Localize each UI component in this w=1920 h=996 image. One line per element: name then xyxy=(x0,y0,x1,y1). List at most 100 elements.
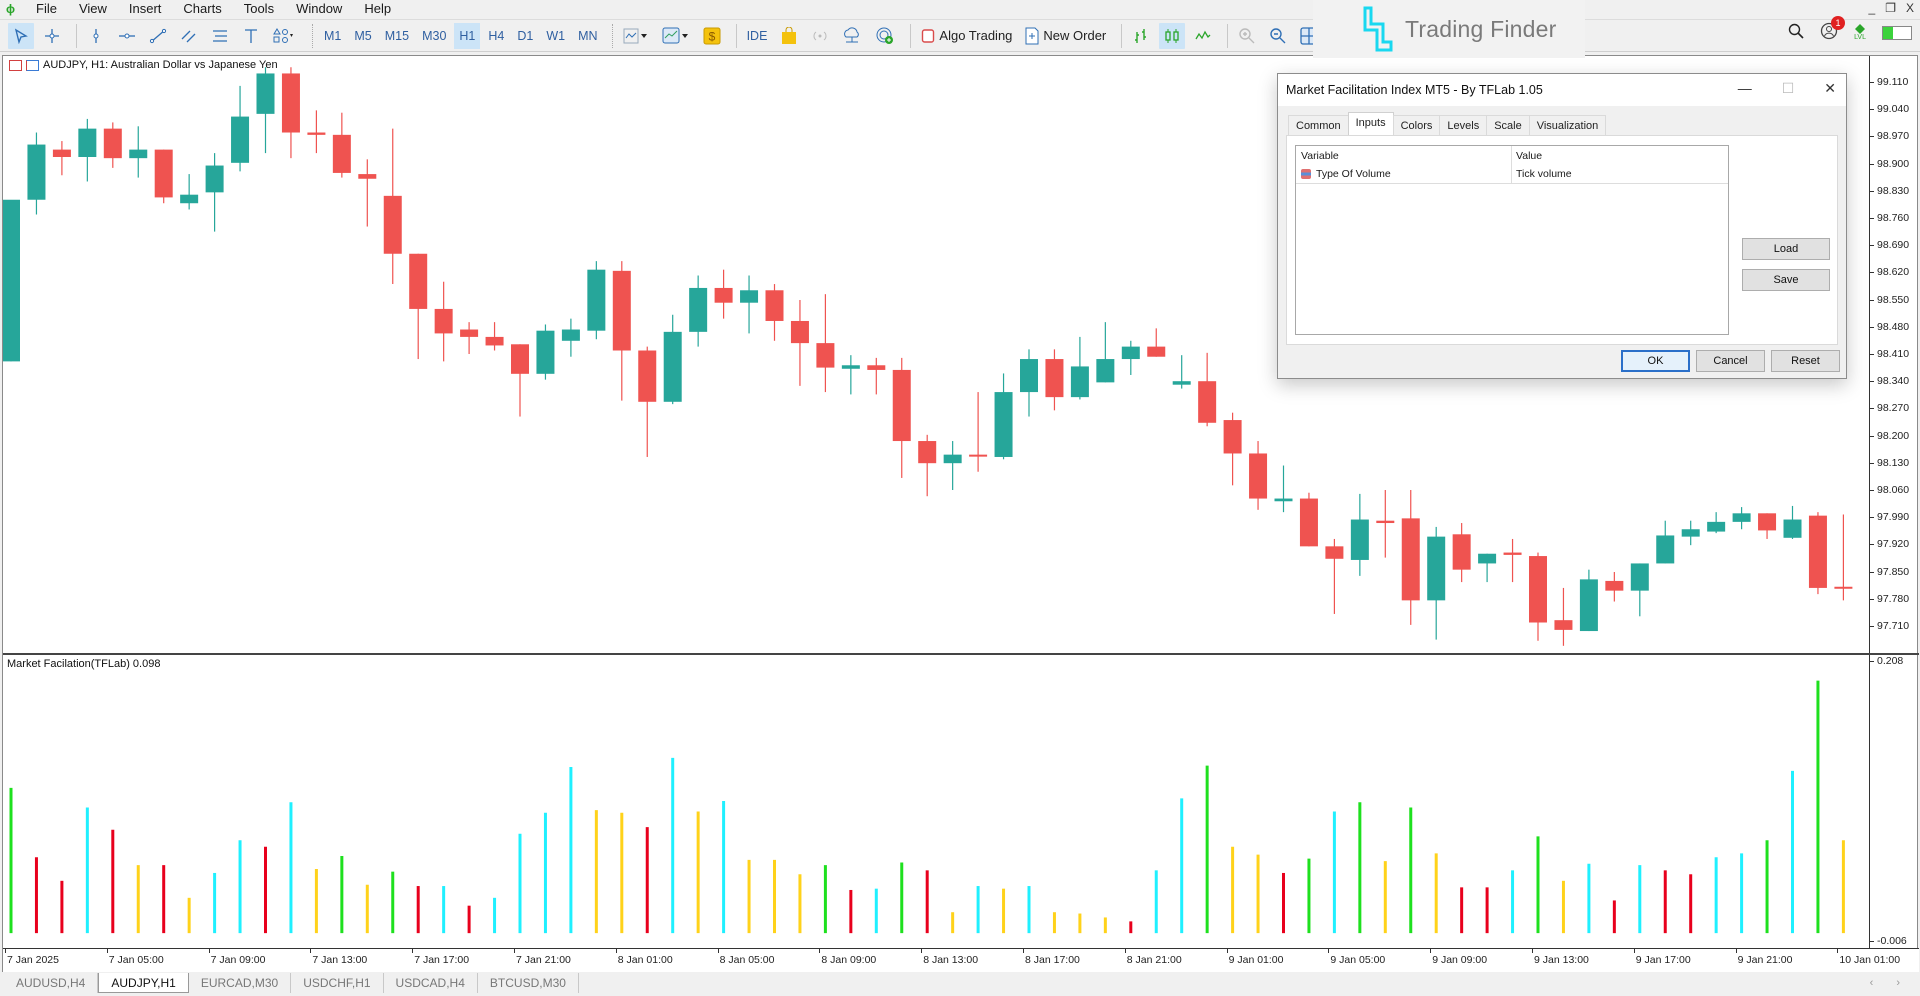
restore-button[interactable]: ❐ xyxy=(1885,1,1896,15)
tab-levels[interactable]: Levels xyxy=(1439,115,1488,136)
tab-visualization[interactable]: Visualization xyxy=(1528,115,1607,136)
chart-tab-usdchf[interactable]: USDCHF,H1 xyxy=(291,973,384,993)
chart-tab-eurcad[interactable]: EURCAD,M30 xyxy=(189,973,292,993)
price-tick-label: 98.970 xyxy=(1870,130,1909,142)
trendline-button[interactable] xyxy=(145,23,171,49)
ide-button[interactable]: IDE xyxy=(743,23,772,49)
algo-trading-button[interactable]: Algo Trading xyxy=(917,23,1016,49)
menu-window[interactable]: Window xyxy=(296,1,343,16)
algo-stop-icon xyxy=(922,28,935,43)
zoom-in-button[interactable] xyxy=(1234,23,1260,49)
text-icon xyxy=(245,28,257,43)
param-value[interactable]: Tick volume xyxy=(1516,168,1572,180)
text-tool-button[interactable] xyxy=(238,23,264,49)
price-tick-label: 98.130 xyxy=(1870,457,1909,469)
bullish-candle xyxy=(1656,535,1675,564)
cancel-button[interactable]: Cancel xyxy=(1696,350,1765,372)
time-tick-label: 8 Jan 13:00 xyxy=(921,949,978,966)
bullish-candle xyxy=(561,329,580,341)
horizontal-line-button[interactable] xyxy=(114,23,140,49)
zoom-out-button[interactable] xyxy=(1265,23,1291,49)
price-tick-label: 98.060 xyxy=(1870,484,1909,496)
reset-button[interactable]: Reset xyxy=(1771,350,1840,372)
bearish-candle xyxy=(1299,498,1318,547)
bearish-candle xyxy=(1045,359,1064,398)
ok-button[interactable]: OK xyxy=(1621,350,1690,372)
menu-file[interactable]: File xyxy=(36,1,57,16)
market-button[interactable]: $ xyxy=(699,23,725,49)
fibonacci-button[interactable] xyxy=(207,23,233,49)
dialog-titlebar[interactable]: Market Facilitation Index MT5 - By TFLab… xyxy=(1278,74,1846,106)
table-row[interactable]: Type Of Volume Tick volume xyxy=(1296,165,1728,184)
pane-separator[interactable] xyxy=(3,653,1919,655)
timeframe-m1[interactable]: M1 xyxy=(324,28,342,43)
dialog-close-button[interactable]: ✕ xyxy=(1824,80,1836,96)
price-axis[interactable]: 99.110 99.040 98.970 98.900 98.830 98.760 98.6… xyxy=(1869,56,1919,653)
chart-tab-audjpy[interactable]: AUDJPY,H1 xyxy=(98,973,189,993)
signals-button[interactable] xyxy=(807,23,833,49)
timeframe-m5[interactable]: M5 xyxy=(354,28,372,43)
menu-tools[interactable]: Tools xyxy=(243,1,275,16)
tab-scroll-arrows[interactable]: ‹ › xyxy=(1869,977,1910,989)
search-button[interactable] xyxy=(1788,23,1804,42)
chart-tab-usdcad[interactable]: USDCAD,H4 xyxy=(384,973,478,993)
bearish-candle xyxy=(1325,546,1344,559)
channel-button[interactable] xyxy=(176,23,202,49)
timeframe-w1[interactable]: W1 xyxy=(546,28,566,43)
bearish-candle xyxy=(307,132,326,135)
bar-chart-button[interactable] xyxy=(1128,23,1154,49)
timeframe-m15[interactable]: M15 xyxy=(384,28,410,43)
indicator-axis[interactable]: 0.208 -0.006 xyxy=(1869,655,1919,948)
bearish-candle xyxy=(485,336,504,346)
level-progress-toggle[interactable] xyxy=(1882,25,1912,40)
vps-button[interactable] xyxy=(838,23,866,49)
vertical-line-button[interactable] xyxy=(83,23,109,49)
timeframe-h1[interactable]: H1 xyxy=(454,22,481,49)
bullish-candle xyxy=(1020,359,1038,393)
time-tick-label: 10 Jan 01:00 xyxy=(1837,949,1900,966)
tab-colors[interactable]: Colors xyxy=(1392,115,1441,136)
tab-scale[interactable]: Scale xyxy=(1486,115,1530,136)
candlestick-chart-button[interactable] xyxy=(1159,22,1186,49)
line-chart-button[interactable] xyxy=(1190,23,1216,49)
lvl-button[interactable]: LVL xyxy=(1854,23,1866,42)
store-button[interactable] xyxy=(776,23,802,49)
timeframe-h4[interactable]: H4 xyxy=(488,28,505,43)
cursor-tool-button[interactable] xyxy=(8,22,34,49)
close-button[interactable]: X xyxy=(1905,1,1914,15)
dialog-maximize-button[interactable]: ☐ xyxy=(1781,80,1795,96)
minimize-button[interactable]: _ xyxy=(1868,1,1876,15)
bearish-candle xyxy=(1834,586,1853,589)
bearish-candle xyxy=(383,195,402,254)
save-button[interactable]: Save xyxy=(1742,269,1830,291)
load-button[interactable]: Load xyxy=(1742,238,1830,260)
indicators-button[interactable] xyxy=(619,23,653,49)
bullish-candle xyxy=(841,365,860,369)
dialog-minimize-button[interactable]: — xyxy=(1737,80,1752,96)
shapes-button[interactable] xyxy=(269,23,301,49)
menu-help[interactable]: Help xyxy=(364,1,392,16)
community-button[interactable] xyxy=(871,23,899,49)
chart-tab-btcusd[interactable]: BTCUSD,M30 xyxy=(478,973,579,993)
market-facilitation-histogram[interactable] xyxy=(3,655,1869,948)
menu-charts[interactable]: Charts xyxy=(183,1,222,16)
timeframe-mn[interactable]: MN xyxy=(578,28,598,43)
tab-inputs[interactable]: Inputs xyxy=(1347,112,1394,136)
toolbar: M1 M5 M15 M30 H1 H4 D1 W1 MN $ IDE Algo … xyxy=(0,19,1920,52)
price-tick-label: 98.550 xyxy=(1870,294,1909,306)
account-button[interactable]: 1 xyxy=(1820,16,1846,43)
templates-button[interactable] xyxy=(658,23,694,49)
new-order-button[interactable]: New Order xyxy=(1021,23,1110,49)
time-axis[interactable]: 7 Jan 2025 7 Jan 05:00 7 Jan 09:00 7 Jan 13… xyxy=(3,948,1919,972)
menu-view[interactable]: View xyxy=(78,1,107,16)
crosshair-tool-button[interactable] xyxy=(39,23,65,49)
chart-tab-audusd[interactable]: AUDUSD,H4 xyxy=(4,973,99,993)
bearish-candle xyxy=(1503,552,1522,555)
candlestick-chart[interactable] xyxy=(3,56,1869,653)
menu-insert[interactable]: Insert xyxy=(128,1,162,16)
price-tick-label: 98.480 xyxy=(1870,321,1909,333)
bullish-candle xyxy=(1783,519,1802,538)
timeframe-d1[interactable]: D1 xyxy=(517,28,534,43)
timeframe-m30[interactable]: M30 xyxy=(422,28,447,43)
tab-common[interactable]: Common xyxy=(1288,115,1349,136)
